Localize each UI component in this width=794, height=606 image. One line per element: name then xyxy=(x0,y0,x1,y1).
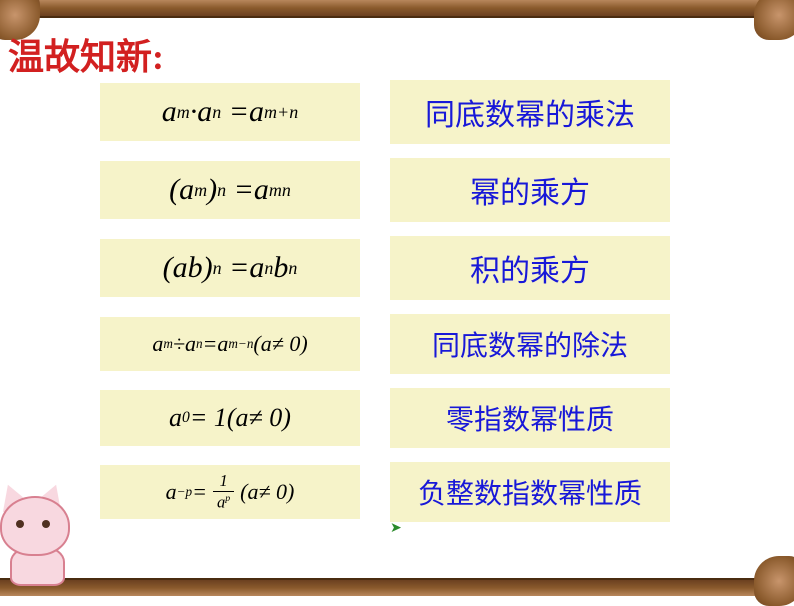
wood-border-bottom xyxy=(0,578,794,596)
formula-box: a−p = 1ap(a ≠ 0) xyxy=(100,465,360,519)
formula-row: am ÷ an = am−n(a ≠ 0) 同底数幂的除法 xyxy=(100,314,670,374)
wood-corner-br xyxy=(754,556,794,606)
formula-list: am · an = am+n 同底数幂的乘法 (am)n = amn 幂的乘方 … xyxy=(100,80,670,522)
formula-box: a0 = 1(a ≠ 0) xyxy=(100,390,360,446)
cursor-arrow-icon: ➤ xyxy=(390,520,402,537)
wood-corner-tr xyxy=(754,0,794,40)
formula-box: am · an = am+n xyxy=(100,83,360,141)
formula-box: (am)n = amn xyxy=(100,161,360,219)
rule-label: 积的乘方 xyxy=(390,236,670,300)
rule-label: 同底数幂的除法 xyxy=(390,314,670,374)
wood-border-top xyxy=(0,0,794,18)
formula-box: (ab)n = anbn xyxy=(100,239,360,297)
rule-label: 幂的乘方 xyxy=(390,158,670,222)
formula-row: (am)n = amn 幂的乘方 xyxy=(100,158,670,222)
rule-label: 负整数指数幂性质 xyxy=(390,462,670,522)
formula-row: (ab)n = anbn 积的乘方 xyxy=(100,236,670,300)
formula-row: a−p = 1ap(a ≠ 0) 负整数指数幂性质 xyxy=(100,462,670,522)
formula-box: am ÷ an = am−n(a ≠ 0) xyxy=(100,317,360,371)
rule-label: 零指数幂性质 xyxy=(390,388,670,448)
cat-decoration xyxy=(0,476,80,586)
formula-row: am · an = am+n 同底数幂的乘法 xyxy=(100,80,670,144)
page-title: 温故知新: xyxy=(8,28,164,80)
formula-row: a0 = 1(a ≠ 0) 零指数幂性质 xyxy=(100,388,670,448)
rule-label: 同底数幂的乘法 xyxy=(390,80,670,144)
